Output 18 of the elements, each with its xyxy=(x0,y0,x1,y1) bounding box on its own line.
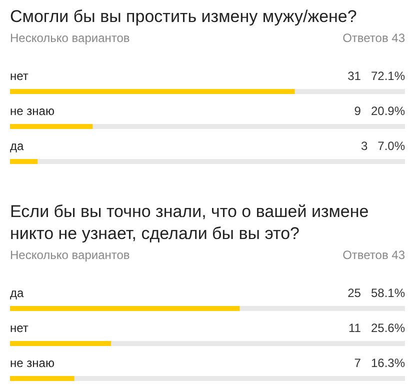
data-label: 9 20.9% xyxy=(354,104,406,118)
y-tick-label: да xyxy=(10,139,24,153)
text: Ответов 43 xyxy=(342,248,406,262)
data-label: 3 7.0% xyxy=(360,139,406,153)
text: Ответов 43 xyxy=(342,31,406,45)
y-tick-label: нет xyxy=(10,321,29,335)
chart-subtitle: Несколько вариантов xyxy=(10,248,130,262)
y-tick-label: не знаю xyxy=(10,104,54,118)
y-tick-label: да xyxy=(10,286,24,300)
chart-title: Если бы вы точно знали, что о вашей измене никто не узнает, сделали бы вы это? xyxy=(10,202,369,243)
chart-subtitle: Несколько вариантов xyxy=(10,31,130,45)
data-label: 31 72.1% xyxy=(348,69,406,83)
chart-title: Смогли бы вы простить измену мужу/жене? xyxy=(10,7,357,26)
data-label: 11 25.6% xyxy=(348,321,406,335)
y-tick-label: не знаю xyxy=(10,356,54,370)
y-tick-label: нет xyxy=(10,69,29,83)
data-label: 25 58.1% xyxy=(348,286,406,300)
data-label: 7 16.3% xyxy=(354,356,406,370)
